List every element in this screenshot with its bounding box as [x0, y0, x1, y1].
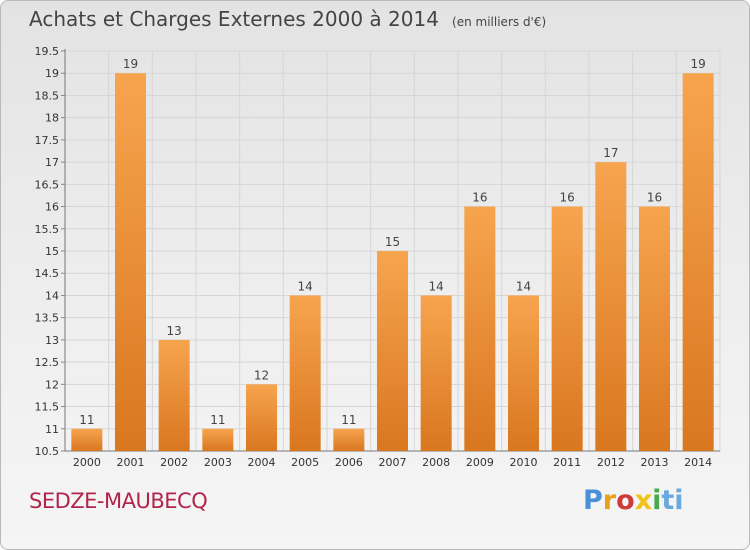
- bar-2009[interactable]: [464, 206, 496, 451]
- bar-2010[interactable]: [508, 295, 539, 451]
- bar-2005[interactable]: [289, 295, 321, 451]
- bar-value-label: 11: [210, 413, 225, 427]
- bars: [71, 73, 714, 451]
- y-tick-label: 16.5: [35, 178, 60, 191]
- chart-title: Achats et Charges Externes 2000 à 2014: [29, 7, 439, 31]
- bar-value-label: 16: [472, 191, 487, 205]
- bar-value-label: 13: [167, 324, 182, 338]
- bar-2004[interactable]: [246, 384, 277, 451]
- y-tick-label: 15.5: [35, 223, 60, 236]
- y-tick-label: 11: [45, 423, 59, 436]
- y-tick-label: 13.5: [35, 312, 60, 325]
- x-tick-label: 2004: [248, 456, 276, 469]
- x-tick-label: 2009: [466, 456, 494, 469]
- y-tick-labels: 10.5 11 11.5 12 12.5 13 13.5 14 14.5 15 15.5 16 16.5…: [35, 45, 60, 458]
- y-tick-label: 14: [45, 289, 59, 302]
- bar-value-label: 11: [79, 413, 94, 427]
- y-tick-label: 19.5: [35, 45, 60, 58]
- y-tick-label: 18.5: [35, 89, 60, 102]
- y-tick-label: 19: [45, 67, 59, 80]
- chart-header: Achats et Charges Externes 2000 à 2014 (…: [29, 7, 546, 31]
- x-tick-label: 2012: [597, 456, 625, 469]
- x-tick-label: 2006: [335, 456, 363, 469]
- x-tick-label: 2011: [553, 456, 581, 469]
- y-tick-label: 11.5: [35, 401, 60, 414]
- bar-value-label: 19: [691, 57, 706, 71]
- y-tick-label: 16: [45, 201, 59, 214]
- bar-2007[interactable]: [377, 251, 408, 451]
- chart-units: (en milliers d'€): [452, 15, 547, 29]
- x-tick-label: 2000: [73, 456, 101, 469]
- bar-value-labels: 11 19 13 11 12 14 11 15 14 16 14 16 17 16 19: [79, 57, 706, 427]
- bar-value-label: 11: [341, 413, 356, 427]
- y-tick-label: 14.5: [35, 267, 60, 280]
- bar-value-label: 14: [516, 279, 531, 293]
- bar-2001[interactable]: [115, 73, 146, 451]
- place-name: SEDZE-MAUBECQ: [29, 489, 208, 513]
- bar-2008[interactable]: [420, 295, 452, 451]
- bar-value-label: 14: [298, 279, 313, 293]
- bar-2003[interactable]: [202, 428, 234, 451]
- x-tick-label: 2008: [422, 456, 450, 469]
- x-tick-label: 2003: [204, 456, 232, 469]
- y-tick-label: 17.5: [35, 134, 60, 147]
- bar-value-label: 16: [560, 191, 575, 205]
- bar-value-label: 12: [254, 368, 269, 382]
- x-tick-labels: 2000 2001 2002 2003 2004 2005 2006 2007 2008 2009…: [73, 456, 712, 469]
- y-tick-label: 13: [45, 334, 59, 347]
- bar-2006[interactable]: [333, 428, 365, 451]
- x-tick-label: 2005: [291, 456, 319, 469]
- bar-value-label: 16: [647, 191, 662, 205]
- y-tick-label: 12.5: [35, 356, 60, 369]
- y-tick-label: 18: [45, 112, 59, 125]
- x-tick-label: 2013: [641, 456, 669, 469]
- bar-value-label: 14: [429, 279, 444, 293]
- x-tick-label: 2002: [160, 456, 188, 469]
- y-tick-label: 15: [45, 245, 59, 258]
- bar-2013[interactable]: [639, 206, 670, 451]
- bar-2000[interactable]: [71, 428, 103, 451]
- bar-2011[interactable]: [551, 206, 583, 451]
- x-tick-label: 2010: [510, 456, 538, 469]
- y-tick-label: 17: [45, 156, 59, 169]
- x-tick-label: 2001: [117, 456, 145, 469]
- bar-2012[interactable]: [595, 162, 627, 451]
- bar-value-label: 19: [123, 57, 138, 71]
- x-tick-label: 2014: [684, 456, 712, 469]
- proxiti-logo[interactable]: Proxiti: [583, 485, 684, 516]
- y-tick-label: 12: [45, 378, 59, 391]
- y-tick-label: 10.5: [35, 445, 60, 458]
- bar-2014[interactable]: [682, 73, 714, 451]
- bar-value-label: 17: [603, 146, 618, 160]
- bar-2002[interactable]: [158, 339, 190, 451]
- x-tick-label: 2007: [379, 456, 407, 469]
- bar-value-label: 15: [385, 235, 400, 249]
